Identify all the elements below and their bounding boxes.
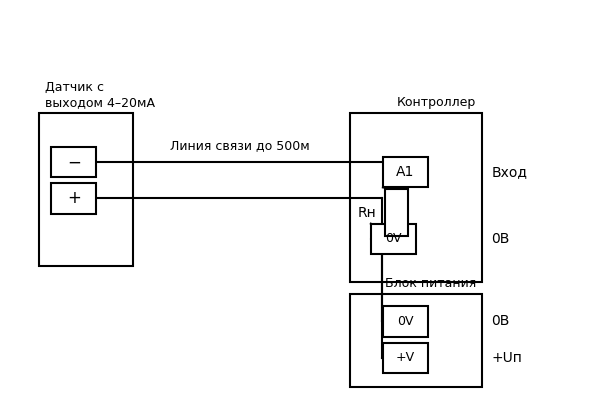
Text: +V: +V bbox=[396, 351, 415, 364]
Bar bbox=[383, 343, 428, 373]
Text: 0V: 0V bbox=[397, 315, 414, 328]
Bar bbox=[385, 189, 408, 236]
Bar bbox=[383, 306, 428, 337]
Text: −: − bbox=[67, 153, 81, 171]
Text: 0V: 0V bbox=[385, 232, 402, 245]
Text: Линия связи до 500м: Линия связи до 500м bbox=[170, 139, 309, 152]
Bar bbox=[383, 157, 428, 187]
Text: +: + bbox=[67, 189, 81, 208]
Text: A1: A1 bbox=[396, 165, 415, 179]
Text: +Uп: +Uп bbox=[491, 351, 522, 365]
Text: Блок питания: Блок питания bbox=[385, 277, 476, 290]
Text: Контроллер: Контроллер bbox=[397, 96, 476, 109]
Bar bbox=[371, 224, 416, 254]
Bar bbox=[51, 147, 96, 177]
Text: 0В: 0В bbox=[491, 232, 510, 246]
Text: Датчик с
выходом 4–20мА: Датчик с выходом 4–20мА bbox=[45, 81, 155, 109]
Bar bbox=[51, 183, 96, 214]
Bar bbox=[350, 294, 482, 387]
Bar bbox=[350, 113, 482, 282]
Text: Rн: Rн bbox=[357, 206, 376, 220]
Bar bbox=[39, 113, 133, 266]
Text: 0В: 0В bbox=[491, 314, 510, 328]
Text: Вход: Вход bbox=[491, 165, 528, 179]
